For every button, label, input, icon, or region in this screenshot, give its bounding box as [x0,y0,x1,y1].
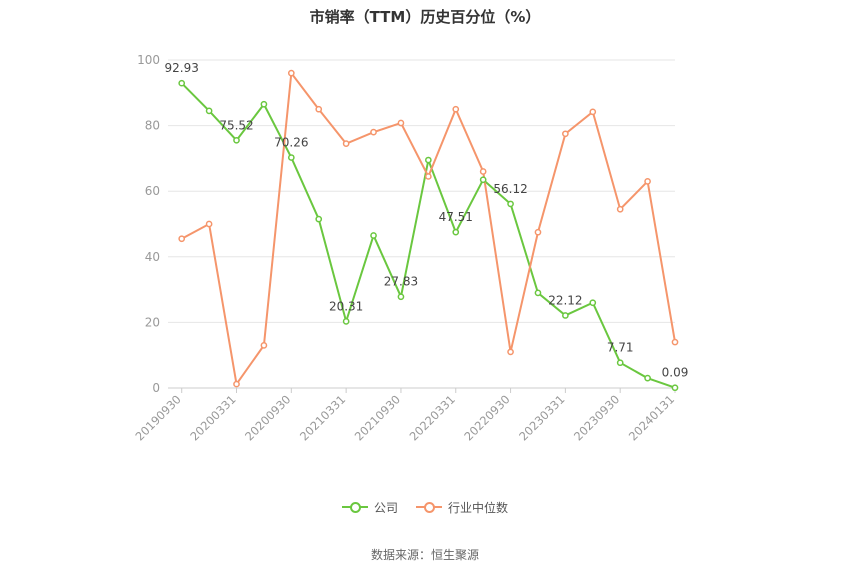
data-point-industry [671,338,679,346]
data-label: 0.09 [662,366,689,380]
legend-label-industry: 行业中位数 [448,500,509,515]
x-tick-label: 20200930 [242,392,293,443]
x-tick-label: 20200331 [187,392,238,443]
x-tick-label: 20240131 [626,392,677,443]
y-tick-label: 60 [145,184,160,198]
y-tick-label: 20 [145,315,160,329]
data-point-industry [315,105,323,113]
data-point-industry [534,228,542,236]
x-tick-label: 20190930 [133,392,184,443]
series-points [178,69,679,392]
data-point-industry [507,348,514,356]
data-label: 92.93 [165,61,199,75]
data-point-industry [178,235,186,243]
data-source: 数据来源：恒生聚源 [370,548,479,562]
data-labels: 92.93 75.52 70.26 20.31 27.83 47.51 56.12 22.12… [165,61,689,380]
x-axis: 20190930 20200331 20200930 20210331 20210930… [133,387,677,444]
legend-label-company: 公司 [373,500,398,515]
series-lines [180,70,676,389]
data-label: 47.51 [439,210,473,224]
x-tick-label: 20220930 [461,392,512,443]
legend-item-company[interactable]: 公司 [341,497,398,517]
data-label: 75.52 [219,118,253,132]
data-point-company [671,384,679,392]
data-point-industry [452,105,460,113]
data-label: 27.83 [384,275,418,289]
data-point-industry [425,173,432,180]
data-point-company [479,176,487,184]
data-point-industry [287,69,295,77]
series-line-industry [181,70,676,387]
legend-swatch-industry [416,501,442,513]
data-point-industry [397,119,405,127]
data-point-company [315,215,323,223]
data-label: 56.12 [493,182,527,196]
data-point-industry [562,130,569,138]
data-point-industry [370,128,377,136]
data-point-company [178,79,186,87]
data-point-industry [342,140,350,147]
data-point-industry [233,380,240,388]
data-point-industry [589,108,597,116]
y-tick-label: 40 [145,250,160,264]
x-tick-label: 20220331 [407,392,458,443]
chart-title: 市销率（TTM）历史百分位（%） [309,8,541,26]
data-point-company [534,289,542,297]
data-point-company [616,359,624,367]
data-label: 7.71 [607,341,634,355]
data-point-industry [479,168,487,175]
data-label: 20.31 [329,299,363,313]
y-tick-label: 80 [145,119,160,133]
data-point-industry [644,178,651,185]
series-line-company [180,82,676,389]
data-point-company [425,156,432,164]
data-label: 22.12 [548,293,582,307]
data-point-company [205,107,213,115]
data-point-industry [260,342,268,349]
data-point-company [342,318,350,325]
legend: 公司 行业中位数 [0,497,850,517]
gridlines [168,59,675,389]
data-point-industry [616,205,624,213]
x-tick-label: 20210930 [352,392,403,443]
legend-item-industry[interactable]: 行业中位数 [416,497,508,517]
data-point-industry [205,220,213,228]
data-point-company [452,228,460,236]
data-point-company [260,100,268,108]
data-point-company [233,136,240,144]
x-tick-label: 20210331 [297,392,348,443]
y-tick-label: 0 [152,381,160,395]
data-point-company [562,312,569,319]
data-point-company [397,293,405,301]
data-point-company [644,374,651,382]
x-tick-label: 20230331 [516,392,567,443]
x-tick-label: 20230930 [571,392,622,443]
legend-swatch-company [341,501,368,513]
data-point-company [507,200,514,208]
data-point-company [589,299,597,307]
data-point-company [370,232,377,239]
y-axis: 0 20 40 60 80 100 [137,53,160,395]
data-label: 70.26 [274,136,308,150]
data-point-company [287,154,295,161]
y-tick-label: 100 [137,53,160,67]
